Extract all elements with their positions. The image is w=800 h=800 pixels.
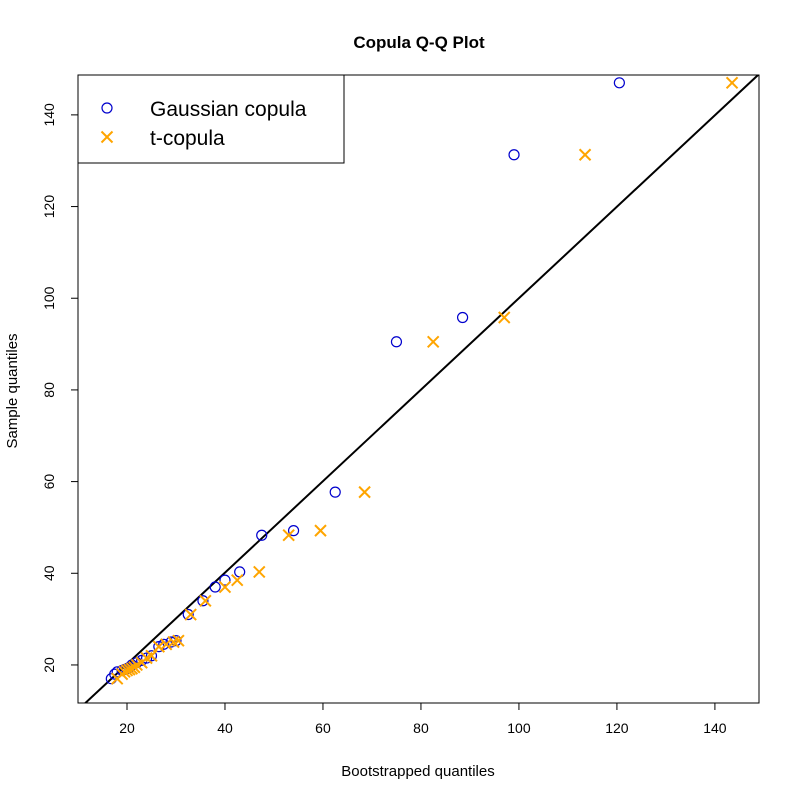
cross-point: [199, 594, 212, 607]
cross-point: [358, 485, 371, 499]
y-tick-label: 120: [41, 195, 57, 219]
circle-point: [256, 529, 268, 541]
cross-point: [498, 311, 511, 324]
circle-point: [158, 638, 170, 650]
circle-point: [613, 77, 625, 89]
cross-point: [578, 148, 592, 161]
circle-point: [109, 668, 121, 680]
plot-frame: [77, 74, 760, 704]
x-tick-label: 100: [507, 720, 531, 736]
y-tick-label: 40: [41, 565, 57, 581]
x-tick-label: 120: [605, 720, 629, 736]
legend-marker-cross-icon: [100, 130, 114, 144]
x-tick-label: 20: [119, 720, 135, 736]
circle-point: [329, 486, 341, 498]
circle-point: [508, 149, 520, 161]
circle-point: [287, 525, 300, 537]
series-t-copula: [110, 76, 739, 685]
y-tick-label: 140: [41, 103, 57, 127]
cross-point: [426, 335, 440, 348]
reference-line: [83, 75, 759, 703]
x-tick-label: 60: [315, 720, 331, 736]
x-tick-label: 80: [413, 720, 429, 736]
x-axis: 20 40 60 80 100 120 140: [119, 703, 727, 736]
legend-label: t-copula: [150, 127, 225, 150]
legend: Gaussian copula t-copula: [77, 74, 345, 164]
circle-point: [209, 581, 221, 593]
circle-point: [456, 311, 469, 324]
y-tick-label: 60: [41, 474, 57, 490]
legend-marker-circle-icon: [101, 102, 113, 114]
y-axis: 20 40 60 80 100 120 140: [41, 103, 78, 673]
series-gaussian-copula: [105, 77, 625, 685]
circle-point: [390, 336, 403, 348]
cross-point: [145, 649, 158, 662]
y-axis-label: Sample quantiles: [4, 333, 21, 448]
x-tick-label: 40: [217, 720, 233, 736]
circle-point: [145, 650, 158, 662]
cross-point: [231, 573, 244, 587]
cross-point: [172, 634, 185, 647]
circle-point: [219, 574, 231, 586]
chart-title: Copula Q-Q Plot: [353, 33, 485, 52]
y-tick-label: 20: [41, 657, 57, 673]
cross-point: [152, 640, 166, 653]
circle-point: [197, 595, 209, 607]
cross-point: [725, 76, 739, 89]
cross-point: [218, 580, 232, 594]
cross-point: [314, 524, 327, 537]
y-tick-label: 80: [41, 382, 57, 398]
cross-point: [159, 638, 173, 651]
circle-point: [111, 666, 123, 678]
cross-point: [184, 608, 197, 621]
cross-point: [253, 565, 266, 579]
data-points: [105, 76, 739, 685]
x-axis-label: Bootstrapped quantiles: [341, 763, 494, 780]
x-tick-label: 140: [703, 720, 727, 736]
legend-label: Gaussian copula: [150, 98, 307, 121]
circle-point: [182, 608, 194, 621]
y-tick-label: 100: [41, 286, 57, 310]
legend-box: [77, 74, 345, 164]
cross-point: [282, 529, 295, 542]
